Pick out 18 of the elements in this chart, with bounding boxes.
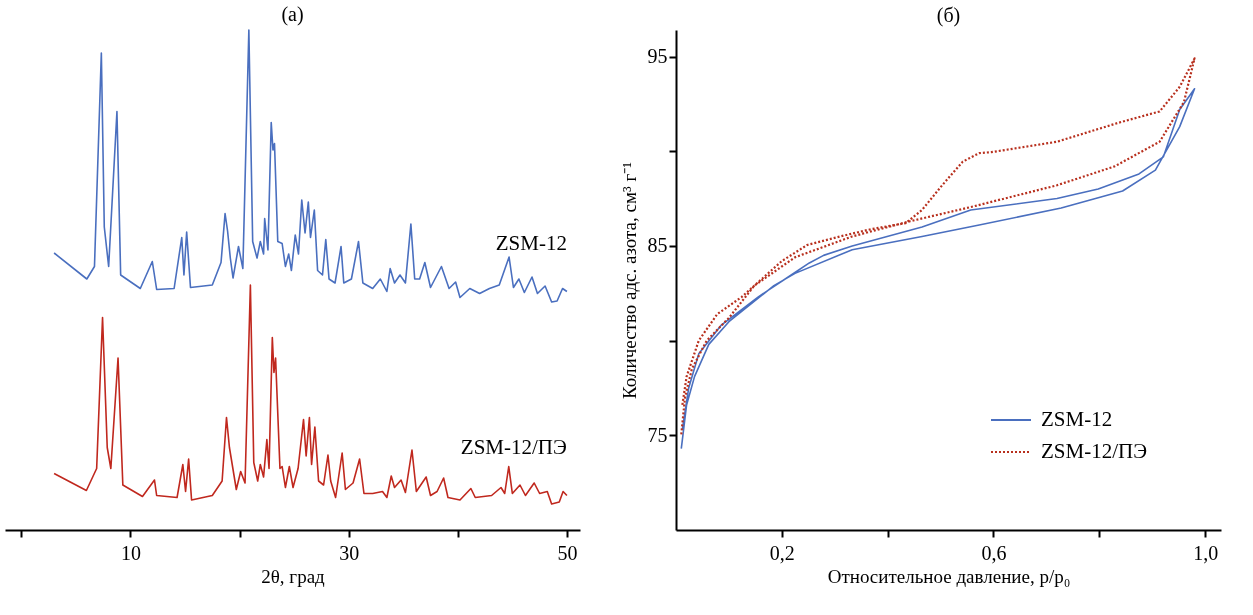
chart-title: (б) (936, 4, 961, 27)
x-tick-label: 0,6 (981, 541, 1007, 564)
x-tick-label: 10 (120, 541, 141, 564)
y-tick-label: 75 (647, 423, 668, 446)
chart-title: (a) (281, 3, 304, 27)
x-axis-title: 2θ, град (261, 565, 326, 587)
x-tick-label: 30 (339, 541, 360, 564)
legend-label: ZSM-12 (1041, 407, 1113, 431)
series-label: ZSM-12/ПЭ (460, 434, 567, 459)
y-tick-label: 95 (647, 45, 668, 68)
y-tick-label: 85 (647, 234, 668, 257)
legend-label: ZSM-12/ПЭ (1041, 439, 1148, 463)
y-axis-title: Количество адс. азота, см³ г⁻¹ (618, 161, 640, 399)
x-axis-title: Относительное давление, p/p₀ (827, 565, 1071, 587)
x-tick-label: 50 (557, 541, 578, 564)
x-tick-label: 0,2 (769, 541, 795, 564)
x-tick-label: 1,0 (1193, 541, 1219, 564)
series-label: ZSM-12 (495, 230, 567, 255)
